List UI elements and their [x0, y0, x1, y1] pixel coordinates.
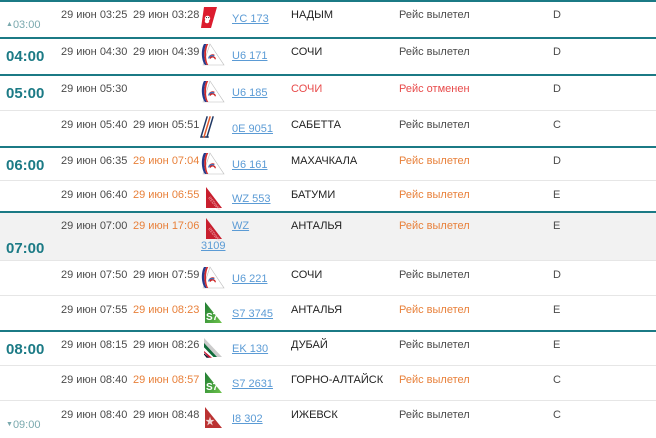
svg-text:S7: S7	[206, 382, 219, 393]
svg-text:S7: S7	[206, 312, 219, 323]
